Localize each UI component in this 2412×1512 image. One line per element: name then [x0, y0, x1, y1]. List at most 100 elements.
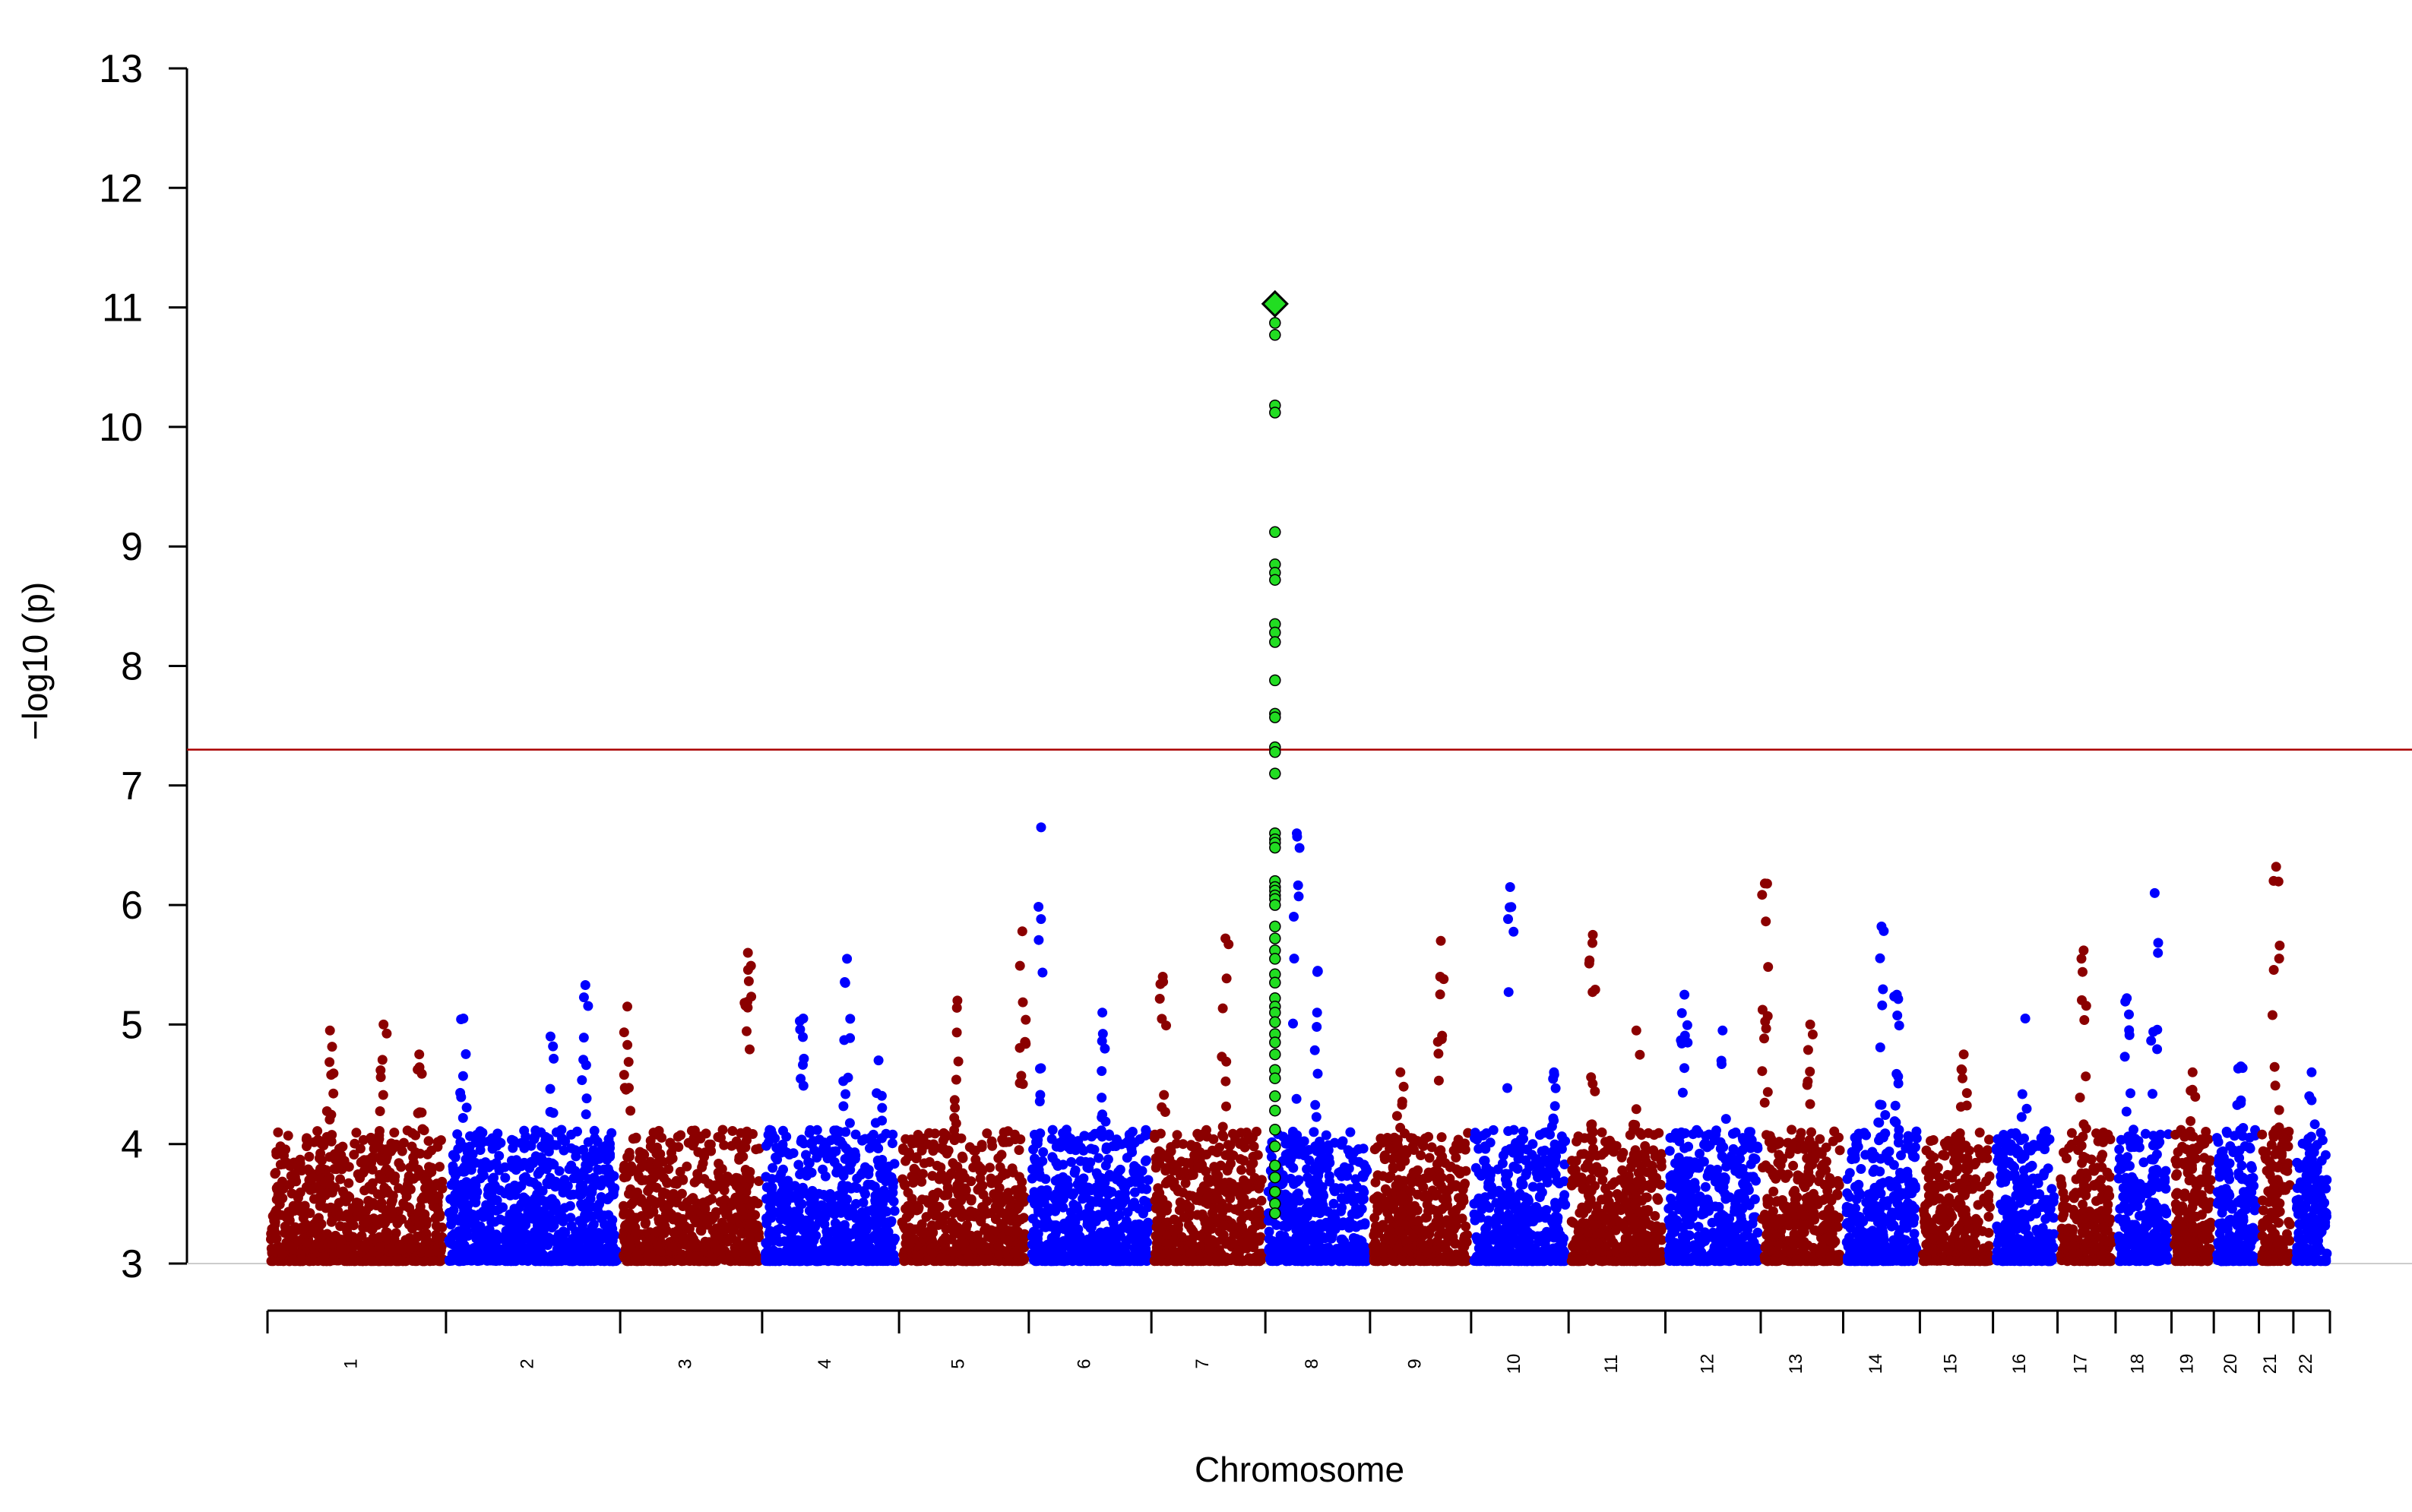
- snp-point: [603, 1134, 614, 1144]
- snp-point: [781, 1131, 792, 1142]
- y-tick-label: 4: [121, 1123, 143, 1167]
- snp-point: [293, 1193, 303, 1204]
- snp-point: [1079, 1131, 1090, 1141]
- snp-point: [1129, 1187, 1140, 1197]
- snp-point: [630, 1256, 641, 1267]
- snp-point: [628, 1134, 638, 1144]
- snp-point: [838, 1101, 849, 1112]
- snp-point: [461, 1177, 472, 1188]
- snp-point: [355, 1143, 366, 1154]
- snp-point: [397, 1245, 407, 1255]
- snp-point: [1125, 1178, 1135, 1188]
- snp-point: [1035, 1195, 1046, 1206]
- snp-point: [951, 1074, 961, 1085]
- snp-point: [461, 1255, 471, 1265]
- snp-point: [1097, 1029, 1108, 1039]
- snp-point: [343, 1178, 354, 1188]
- snp-point: [375, 1072, 386, 1083]
- snp-point: [847, 1241, 857, 1251]
- snp-point: [764, 1210, 775, 1220]
- snp-point: [363, 1196, 374, 1206]
- snp-point: [461, 1209, 472, 1219]
- snp-point: [312, 1214, 322, 1225]
- snp-point: [673, 1131, 683, 1142]
- snp-point: [335, 1174, 346, 1185]
- snp-point: [625, 1106, 636, 1116]
- snp-point: [1124, 1224, 1135, 1235]
- snp-point: [1160, 1162, 1171, 1173]
- snp-point: [1203, 1174, 1214, 1184]
- snp-point: [858, 1197, 869, 1208]
- snp-point: [602, 1154, 612, 1165]
- snp-point: [965, 1206, 976, 1216]
- snp-point: [798, 1080, 809, 1091]
- snp-point: [1217, 1003, 1228, 1014]
- snp-point: [884, 1161, 894, 1172]
- snp-point: [796, 1255, 806, 1266]
- snp-point: [1094, 1187, 1104, 1197]
- snp-point: [1254, 1217, 1265, 1228]
- peak-snp-point: [842, 954, 853, 964]
- snp-point: [492, 1128, 503, 1139]
- snp-point: [1078, 1173, 1089, 1184]
- snp-point: [844, 1118, 855, 1128]
- snp-point: [838, 1076, 849, 1087]
- snp-point: [886, 1216, 897, 1226]
- snp-point: [453, 1143, 464, 1154]
- snp-point: [686, 1125, 697, 1136]
- snp-point: [348, 1220, 359, 1231]
- snp-point: [951, 1027, 962, 1038]
- snp-point: [1035, 1128, 1046, 1139]
- peak-snp-point: [742, 947, 753, 958]
- snp-point: [461, 1154, 471, 1165]
- snp-point: [1248, 1197, 1258, 1208]
- snp-point: [1097, 1066, 1107, 1077]
- snp-point: [739, 1140, 750, 1150]
- snp-point: [284, 1215, 295, 1226]
- snp-point: [706, 1194, 717, 1204]
- snp-point: [743, 976, 754, 986]
- snp-point: [761, 1172, 771, 1182]
- snp-point: [818, 1164, 828, 1175]
- snp-point: [807, 1210, 818, 1220]
- snp-point: [795, 1246, 806, 1257]
- snp-point: [414, 1220, 425, 1231]
- snp-point: [934, 1174, 945, 1185]
- snp-point: [1172, 1130, 1182, 1140]
- snp-point: [746, 992, 757, 1002]
- snp-point: [799, 1053, 809, 1064]
- snp-point: [379, 1255, 390, 1266]
- snp-point: [669, 1142, 679, 1153]
- snp-point: [321, 1176, 331, 1187]
- snp-point: [583, 1001, 594, 1011]
- snp-point: [859, 1235, 870, 1246]
- snp-point: [1101, 1142, 1112, 1153]
- snp-point: [923, 1255, 933, 1266]
- snp-point: [413, 1064, 423, 1075]
- snp-point: [1155, 1147, 1166, 1158]
- snp-point: [315, 1200, 325, 1211]
- snp-point: [1047, 1153, 1058, 1163]
- snp-point: [1142, 1226, 1153, 1236]
- snp-point: [710, 1230, 720, 1241]
- snp-point: [461, 1102, 472, 1113]
- snp-point: [1253, 1233, 1264, 1244]
- snp-point: [498, 1251, 508, 1261]
- snp-point: [954, 1204, 965, 1214]
- snp-point: [1086, 1255, 1097, 1266]
- snp-point: [900, 1223, 910, 1234]
- snp-point: [711, 1207, 721, 1217]
- snp-point: [619, 1027, 629, 1038]
- snp-point: [771, 1253, 782, 1263]
- snp-point: [779, 1202, 790, 1213]
- snp-point: [888, 1196, 899, 1207]
- snp-point: [798, 1032, 808, 1042]
- snp-point: [936, 1252, 947, 1263]
- snp-point: [1001, 1169, 1011, 1179]
- snp-point: [1157, 1102, 1167, 1112]
- snp-point: [763, 1137, 774, 1148]
- snp-point: [271, 1168, 281, 1178]
- snp-point: [1102, 1242, 1113, 1252]
- snp-point: [1036, 1063, 1046, 1074]
- snp-point: [761, 1248, 772, 1257]
